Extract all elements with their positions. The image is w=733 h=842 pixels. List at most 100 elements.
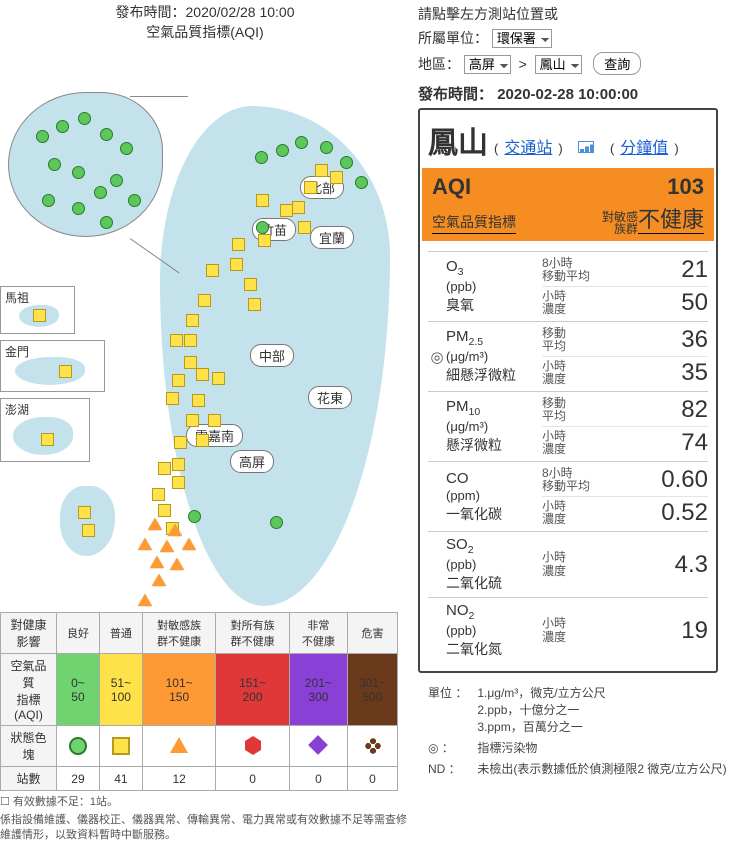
station-marker[interactable] [196, 368, 209, 381]
station-panel: 鳳山 (交通站) (分鐘值) AQI 103 空氣品質指標 對敏感族群不健康 O… [418, 108, 718, 673]
station-marker[interactable] [248, 298, 261, 311]
pollutant-row: PM10(μg/m³)懸浮微粒移動平均82小時濃度74 [428, 391, 708, 461]
publish-header: 發布時間：2020/02/28 10:00 空氣品質指標(AQI) [0, 2, 410, 42]
station-marker[interactable] [128, 194, 141, 207]
station-marker[interactable] [42, 194, 55, 207]
inset-penghu[interactable]: 澎湖 [0, 398, 90, 462]
station-marker[interactable] [148, 518, 162, 530]
aqi-box: AQI 103 空氣品質指標 對敏感族群不健康 [422, 168, 714, 241]
station-marker[interactable] [355, 176, 368, 189]
station-marker[interactable] [160, 540, 174, 552]
station-marker[interactable] [158, 462, 171, 475]
station-marker[interactable] [256, 194, 269, 207]
station-marker[interactable] [152, 574, 166, 586]
filter-prompt: 請點擊左方測站位置或 [418, 4, 733, 24]
station-marker[interactable] [100, 216, 113, 229]
station-marker[interactable] [188, 510, 201, 523]
station-marker[interactable] [206, 264, 219, 277]
station-marker[interactable] [72, 202, 85, 215]
legend-table: 對健康影響良好普通對敏感族群不健康對所有族群不健康非常不健康危害 空氣品質指標(… [0, 612, 398, 791]
station-marker[interactable] [94, 186, 107, 199]
station-marker[interactable] [186, 414, 199, 427]
station-name: 鳳山 [428, 118, 488, 162]
station-marker[interactable] [78, 112, 91, 125]
station-marker[interactable] [36, 130, 49, 143]
region-label[interactable]: 中部 [250, 344, 294, 367]
legend-note-1: ☐ 有效數據不足：1站。 [0, 795, 410, 809]
station-marker[interactable] [82, 524, 95, 537]
station-marker[interactable] [184, 334, 197, 347]
legend-note-2: 係指設備維護、儀器校正、儀器異常、傳輸異常、電力異常或有效數據不足等需查修維護情… [0, 813, 410, 842]
aqi-sublabel: 空氣品質指標 [432, 212, 516, 234]
station-marker[interactable] [170, 334, 183, 347]
station-marker[interactable] [340, 156, 353, 169]
inset-matsu[interactable]: 馬祖 [0, 286, 75, 334]
station-marker[interactable] [298, 221, 311, 234]
station-marker[interactable] [56, 120, 69, 133]
station-marker[interactable] [320, 141, 333, 154]
station-marker[interactable] [330, 171, 343, 184]
station-marker[interactable] [232, 238, 245, 251]
region-label[interactable]: 花東 [308, 386, 352, 409]
station-marker[interactable] [120, 142, 133, 155]
station-marker[interactable] [174, 436, 187, 449]
station-marker[interactable] [292, 201, 305, 214]
station-marker[interactable] [270, 516, 283, 529]
minute-link[interactable]: 分鐘值 [620, 134, 668, 158]
inset-kinmen[interactable]: 金門 [0, 340, 105, 392]
station-marker[interactable] [192, 394, 205, 407]
station-marker[interactable] [208, 414, 221, 427]
agency-label: 所屬單位： [418, 30, 488, 46]
station-marker[interactable] [78, 506, 91, 519]
station-marker[interactable] [48, 158, 61, 171]
station-marker[interactable] [158, 504, 171, 517]
region-select-2[interactable]: 鳳山 [535, 55, 582, 74]
aqi-label: AQI [432, 174, 471, 200]
region-label: 地區： [418, 56, 460, 72]
station-marker[interactable] [170, 558, 184, 570]
station-marker[interactable] [138, 594, 152, 606]
station-marker[interactable] [276, 144, 289, 157]
station-marker[interactable] [168, 524, 182, 536]
station-marker[interactable] [172, 374, 185, 387]
panel-publish-time: 發布時間： 2020-02-28 10:00:00 [418, 83, 733, 104]
pollutant-row: NO2(ppb)二氧化氮小時濃度19 [428, 597, 708, 663]
chart-icon[interactable] [578, 141, 594, 153]
station-marker[interactable] [166, 392, 179, 405]
station-marker[interactable] [150, 556, 164, 568]
pollutant-row: CO(ppm)一氧化碳8小時移動平均0.60小時濃度0.52 [428, 461, 708, 531]
station-marker[interactable] [280, 204, 293, 217]
station-marker[interactable] [304, 181, 317, 194]
station-marker[interactable] [172, 458, 185, 471]
station-marker[interactable] [212, 372, 225, 385]
publish-time: 發布時間：2020/02/28 10:00 [0, 2, 410, 22]
station-marker[interactable] [152, 488, 165, 501]
station-marker[interactable] [198, 294, 211, 307]
region-label[interactable]: 高屏 [230, 450, 274, 473]
station-marker[interactable] [110, 174, 123, 187]
station-marker[interactable] [186, 314, 199, 327]
aqi-value: 103 [667, 174, 704, 200]
station-marker[interactable] [182, 538, 196, 550]
traffic-link[interactable]: 交通站 [504, 134, 552, 158]
pollutant-row: O3(ppb)臭氧8小時移動平均21小時濃度50 [428, 251, 708, 321]
station-marker[interactable] [172, 476, 185, 489]
query-button[interactable]: 查詢 [593, 52, 641, 75]
region-label[interactable]: 宜蘭 [310, 226, 354, 249]
station-marker[interactable] [256, 221, 269, 234]
station-marker[interactable] [255, 151, 268, 164]
station-marker[interactable] [295, 136, 308, 149]
station-marker[interactable] [100, 128, 113, 141]
region-label[interactable]: 雲嘉南 [186, 424, 243, 447]
station-marker[interactable] [244, 278, 257, 291]
pollutant-row: SO2(ppb)二氧化硫小時濃度4.3 [428, 531, 708, 597]
station-marker[interactable] [230, 258, 243, 271]
taiwan-map[interactable]: 北部竹苗宜蘭中部花東雲嘉南高屏 馬祖 金門 澎湖 [0, 46, 400, 606]
station-marker[interactable] [138, 538, 152, 550]
station-marker[interactable] [258, 234, 271, 247]
station-marker[interactable] [72, 166, 85, 179]
region-select-1[interactable]: 高屏 [464, 55, 511, 74]
station-marker[interactable] [196, 434, 209, 447]
agency-select[interactable]: 環保署 [492, 29, 552, 48]
station-marker[interactable] [315, 164, 328, 177]
